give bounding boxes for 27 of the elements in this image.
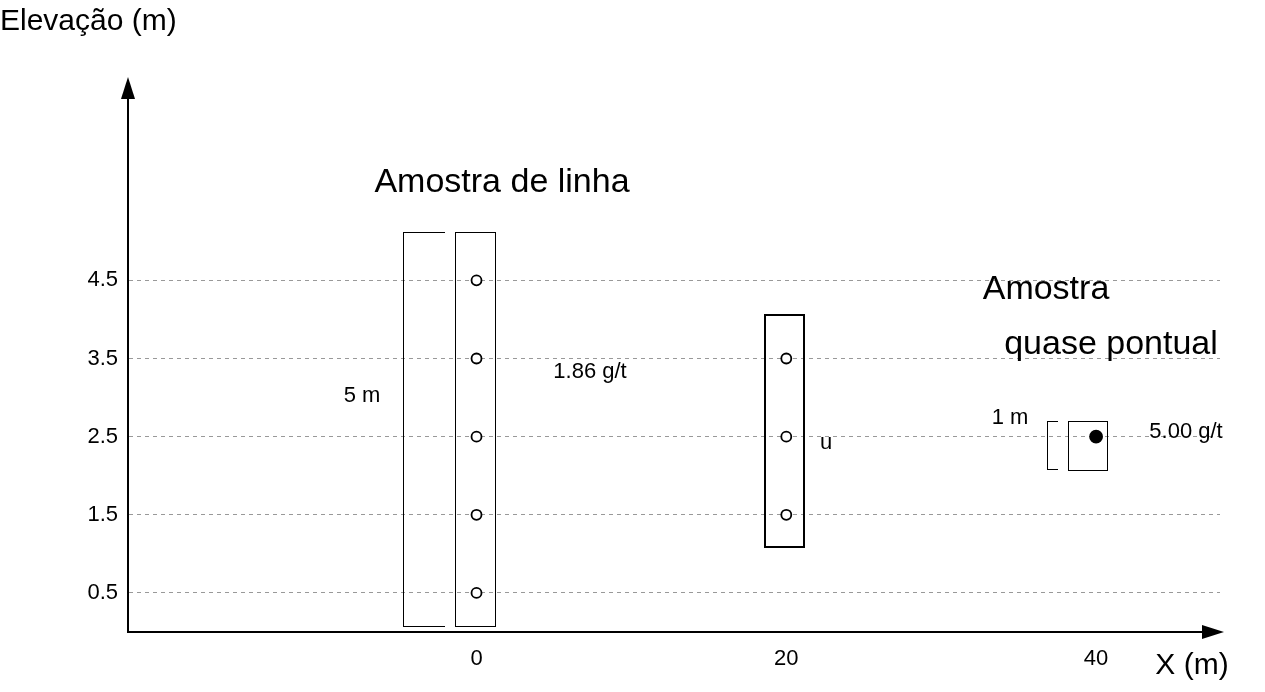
point <box>470 508 483 521</box>
y-tick-label: 0.5 <box>87 578 118 604</box>
y-tick-label: 4.5 <box>87 266 118 292</box>
x-axis-title: X (m) <box>1155 647 1229 681</box>
annotation: 1 m <box>991 404 1029 430</box>
point <box>470 430 483 443</box>
point <box>1089 429 1103 444</box>
x-tick-label: 40 <box>1083 645 1109 671</box>
annotation: Amostra de linha <box>374 161 630 200</box>
y-tick-label: 2.5 <box>87 422 118 448</box>
point <box>470 587 483 599</box>
point <box>780 508 793 521</box>
y-axis-title: Elevação (m) <box>0 3 177 37</box>
annotation: 1.86 g/t <box>553 358 627 384</box>
x-tick-label: 20 <box>774 645 799 671</box>
x-tick-label: 0 <box>470 645 483 671</box>
annotation: 5 m <box>343 382 381 408</box>
annotation: 5.00 g/t <box>1149 418 1223 444</box>
annotation: Amostra <box>982 268 1110 307</box>
point <box>470 274 483 287</box>
y-tick-label: 3.5 <box>87 344 118 370</box>
annotation: u <box>819 429 833 455</box>
point <box>780 430 793 443</box>
annotation: quase pontual <box>1004 323 1218 362</box>
point <box>470 352 483 365</box>
point <box>780 352 793 365</box>
y-tick-label: 1.5 <box>87 500 118 526</box>
